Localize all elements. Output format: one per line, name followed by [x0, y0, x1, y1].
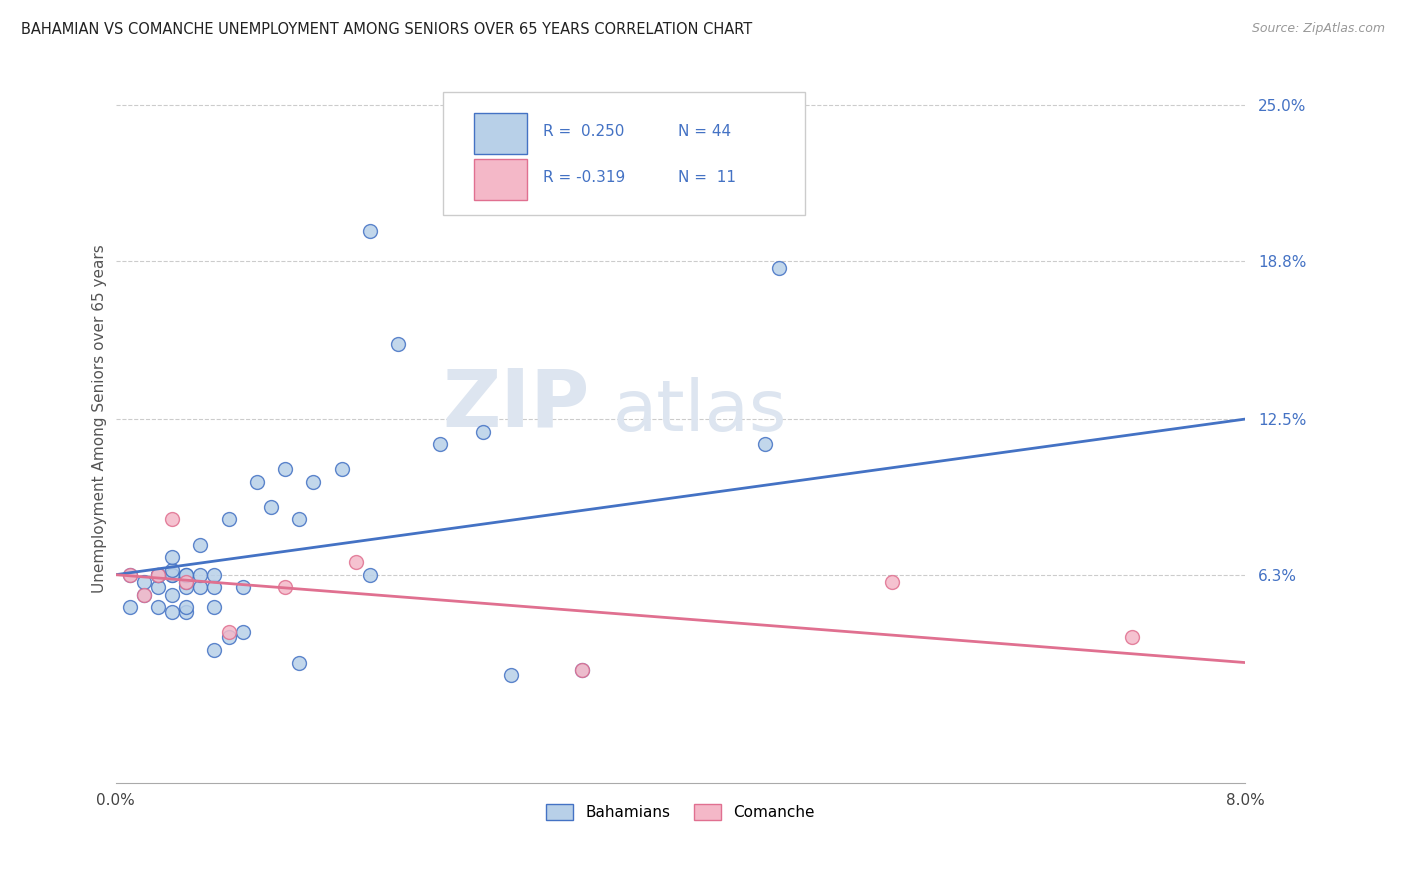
Point — [571, 663, 593, 677]
Point — [344, 555, 367, 569]
Point — [274, 462, 297, 476]
Point — [174, 575, 197, 590]
Point — [118, 567, 141, 582]
FancyBboxPatch shape — [443, 92, 804, 215]
Point — [204, 643, 226, 657]
Point — [232, 625, 254, 640]
Point — [160, 563, 183, 577]
Point — [1121, 631, 1143, 645]
Point — [132, 588, 155, 602]
Point — [204, 600, 226, 615]
Point — [288, 512, 311, 526]
Point — [499, 668, 522, 682]
Text: BAHAMIAN VS COMANCHE UNEMPLOYMENT AMONG SENIORS OVER 65 YEARS CORRELATION CHART: BAHAMIAN VS COMANCHE UNEMPLOYMENT AMONG … — [21, 22, 752, 37]
Text: N =  11: N = 11 — [678, 169, 737, 185]
Text: R =  0.250: R = 0.250 — [543, 124, 624, 139]
Point — [174, 567, 197, 582]
Legend: Bahamians, Comanche: Bahamians, Comanche — [540, 798, 821, 826]
Y-axis label: Unemployment Among Seniors over 65 years: Unemployment Among Seniors over 65 years — [93, 244, 107, 593]
Point — [288, 656, 311, 670]
Point — [429, 437, 451, 451]
Point — [190, 580, 212, 594]
Point — [146, 567, 169, 582]
Point — [146, 567, 169, 582]
Point — [768, 261, 790, 276]
Point — [246, 475, 269, 489]
Point — [387, 336, 409, 351]
Point — [330, 462, 353, 476]
Point — [571, 663, 593, 677]
Point — [146, 580, 169, 594]
Point — [118, 600, 141, 615]
Text: N = 44: N = 44 — [678, 124, 731, 139]
Point — [146, 567, 169, 582]
Point — [882, 575, 904, 590]
Point — [218, 631, 240, 645]
Point — [146, 600, 169, 615]
Text: atlas: atlas — [613, 377, 787, 446]
Point — [232, 580, 254, 594]
Point — [204, 567, 226, 582]
Point — [174, 580, 197, 594]
Point — [190, 538, 212, 552]
Point — [359, 567, 381, 582]
Point — [160, 606, 183, 620]
FancyBboxPatch shape — [474, 112, 527, 154]
Point — [118, 567, 141, 582]
Text: Source: ZipAtlas.com: Source: ZipAtlas.com — [1251, 22, 1385, 36]
Point — [302, 475, 325, 489]
Point — [160, 512, 183, 526]
FancyBboxPatch shape — [474, 159, 527, 200]
Text: R = -0.319: R = -0.319 — [543, 169, 624, 185]
Point — [754, 437, 776, 451]
Point — [132, 575, 155, 590]
Point — [160, 567, 183, 582]
Point — [260, 500, 283, 514]
Point — [160, 567, 183, 582]
Point — [174, 567, 197, 582]
Point — [174, 606, 197, 620]
Point — [174, 600, 197, 615]
Point — [160, 550, 183, 565]
Point — [471, 425, 494, 439]
Point — [132, 588, 155, 602]
Point — [190, 567, 212, 582]
Point — [359, 224, 381, 238]
Point — [218, 625, 240, 640]
Text: ZIP: ZIP — [443, 366, 591, 443]
Point — [146, 567, 169, 582]
Point — [204, 580, 226, 594]
Point — [174, 575, 197, 590]
Point — [160, 588, 183, 602]
Point — [274, 580, 297, 594]
Point — [218, 512, 240, 526]
